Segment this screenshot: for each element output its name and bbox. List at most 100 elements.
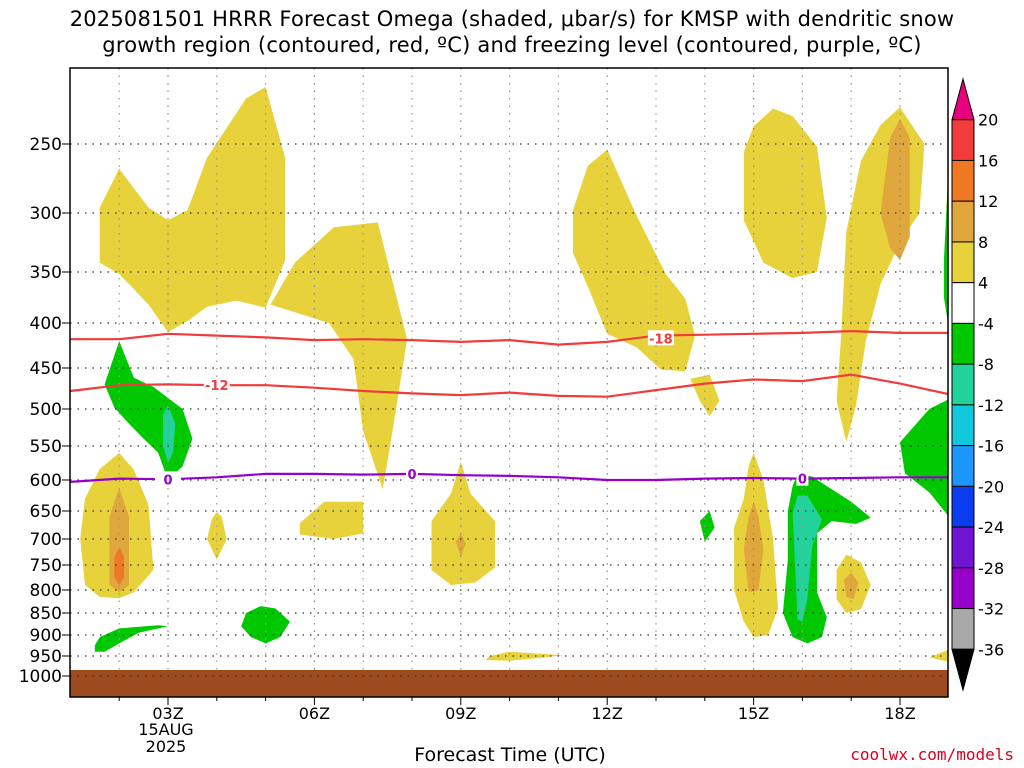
chart-title: 2025081501 HRRR Forecast Omega (shaded, … [0, 6, 1024, 58]
contour-extra-label-0: 0 [407, 468, 416, 483]
colorbar-label--16: -16 [978, 437, 1004, 456]
colorbar-label--28: -28 [978, 559, 1004, 578]
y-tick-label-250: 250 [30, 135, 62, 155]
colorbar-bin-1 [951, 119, 975, 161]
omega-region-3 [743, 108, 827, 279]
contour-label-bg-2 [155, 471, 181, 487]
omega-region-2 [573, 149, 695, 372]
contour-extra-label-1: 0 [798, 473, 807, 488]
plot-area: -18 -12 0 0 0 [70, 68, 948, 697]
y-tick-label-400: 400 [30, 314, 62, 334]
x-tick-label-12Z: 12Z [592, 704, 623, 723]
colorbar-bin-12 [951, 567, 975, 610]
colorbar-label-20: 20 [978, 111, 998, 130]
colorbar-bin-6 [951, 322, 975, 365]
grid [70, 68, 948, 677]
omega-region-1 [270, 222, 408, 490]
omega-region-23 [94, 625, 168, 652]
colorbar-bin-8 [951, 404, 975, 447]
colorbar-bin-11 [951, 526, 975, 569]
x-tick-label-18Z: 18Z [884, 704, 915, 723]
colorbar-bin-10 [951, 485, 975, 528]
y-tick-label-800: 800 [30, 581, 62, 601]
y-tick-label-850: 850 [30, 604, 62, 624]
ground-layer [70, 670, 948, 697]
omega-region-20 [880, 118, 910, 261]
contour-line-0 [70, 329, 948, 346]
omega-region-11 [299, 501, 364, 539]
colorbar-label--36: -36 [978, 640, 1004, 659]
colorbar-label--4: -4 [978, 314, 994, 333]
colorbar-bin-9 [951, 445, 975, 487]
omega-region-24 [241, 606, 290, 644]
colorbar-label-12: 12 [978, 192, 998, 211]
omega-region-18 [485, 651, 564, 661]
date-label-year: 2025 [145, 737, 187, 756]
y-tick-label-700: 700 [30, 530, 62, 550]
x-ticks: 03Z 06Z 09Z 12Z 15Z 18Z [118, 697, 916, 723]
contour-label-1: -12 [205, 379, 229, 394]
colorbar-label-4: 4 [978, 274, 988, 293]
colorbar-label--32: -32 [978, 600, 1004, 619]
colorbar-top-arrow [951, 77, 975, 121]
omega-region-25 [699, 511, 715, 542]
colorbar-bin-4 [951, 241, 975, 284]
y-tick-label-650: 650 [30, 502, 62, 522]
x-tick-label-15Z: 15Z [738, 704, 769, 723]
contour-label-2: 0 [163, 473, 172, 488]
x-tick-label-03Z: 03Z [152, 704, 183, 723]
omega-region-13 [455, 533, 466, 558]
date-label: 15AUG 2025 [126, 721, 206, 755]
colorbar-bottom-arrow [951, 648, 975, 692]
y-tick-label-300: 300 [30, 204, 62, 224]
omega-region-9 [114, 546, 125, 585]
title-line-2: growth region (contoured, red, ºC) and f… [102, 33, 922, 57]
y-tick-label-350: 350 [30, 263, 62, 283]
colorbar-label-8: 8 [978, 233, 988, 252]
y-tick-label-950: 950 [30, 647, 62, 667]
contour-label-bg-0 [647, 330, 674, 346]
colorbar-label--24: -24 [978, 518, 1004, 537]
omega-region-22 [163, 404, 176, 463]
y-tick-label-1000: 1000 [19, 667, 62, 687]
colorbar-label--20: -20 [978, 477, 1004, 496]
omega-region-27 [792, 495, 822, 622]
colorbar-bin-3 [951, 200, 975, 243]
colorbar-label--8: -8 [978, 355, 994, 374]
contour-extra-label-bg-1 [796, 470, 809, 486]
y-tick-label-600: 600 [30, 471, 62, 491]
colorbar-bin-5 [951, 282, 975, 324]
contour-label-0: -18 [649, 332, 673, 347]
y-tick-label-550: 550 [30, 437, 62, 457]
x-tick-label-09Z: 09Z [445, 704, 476, 723]
y-tick-label-750: 750 [30, 556, 62, 576]
x-tick-label-06Z: 06Z [299, 704, 330, 723]
y-ticks: 2503003504004505005506006507007508008509… [19, 135, 70, 687]
omega-region-19 [929, 650, 948, 662]
y-tick-label-450: 450 [30, 359, 62, 379]
y-tick-label-500: 500 [30, 400, 62, 420]
colorbar: 20 16 12 8 4 -4 -8 -12 -16 -20 -24 -28 -32 -36 [951, 77, 1004, 692]
omega-region-15 [743, 501, 764, 593]
colorbar-bin-2 [951, 159, 975, 202]
omega-shading [80, 87, 948, 662]
colorbar-bin-13 [951, 608, 975, 650]
omega-region-0 [99, 87, 286, 332]
contours: -18 -12 0 0 0 [70, 329, 948, 488]
x-axis-label: Forecast Time (UTC) [414, 744, 606, 766]
omega-region-29 [943, 180, 948, 323]
colorbar-bin-7 [951, 363, 975, 406]
omega-region-10 [207, 512, 227, 560]
contour-extra-label-bg-0 [406, 465, 418, 481]
plot-frame [69, 67, 949, 698]
y-tick-label-900: 900 [30, 626, 62, 646]
omega-region-6 [690, 374, 720, 417]
colorbar-label-16: 16 [978, 151, 998, 170]
date-label-day: 15AUG [138, 720, 194, 739]
omega-region-28 [900, 399, 948, 516]
title-line-1: 2025081501 HRRR Forecast Omega (shaded, … [69, 7, 955, 31]
contour-label-bg-1 [203, 377, 230, 393]
contour-line-1 [70, 373, 948, 398]
credit-link[interactable]: coolwx.com/models [850, 745, 1014, 764]
